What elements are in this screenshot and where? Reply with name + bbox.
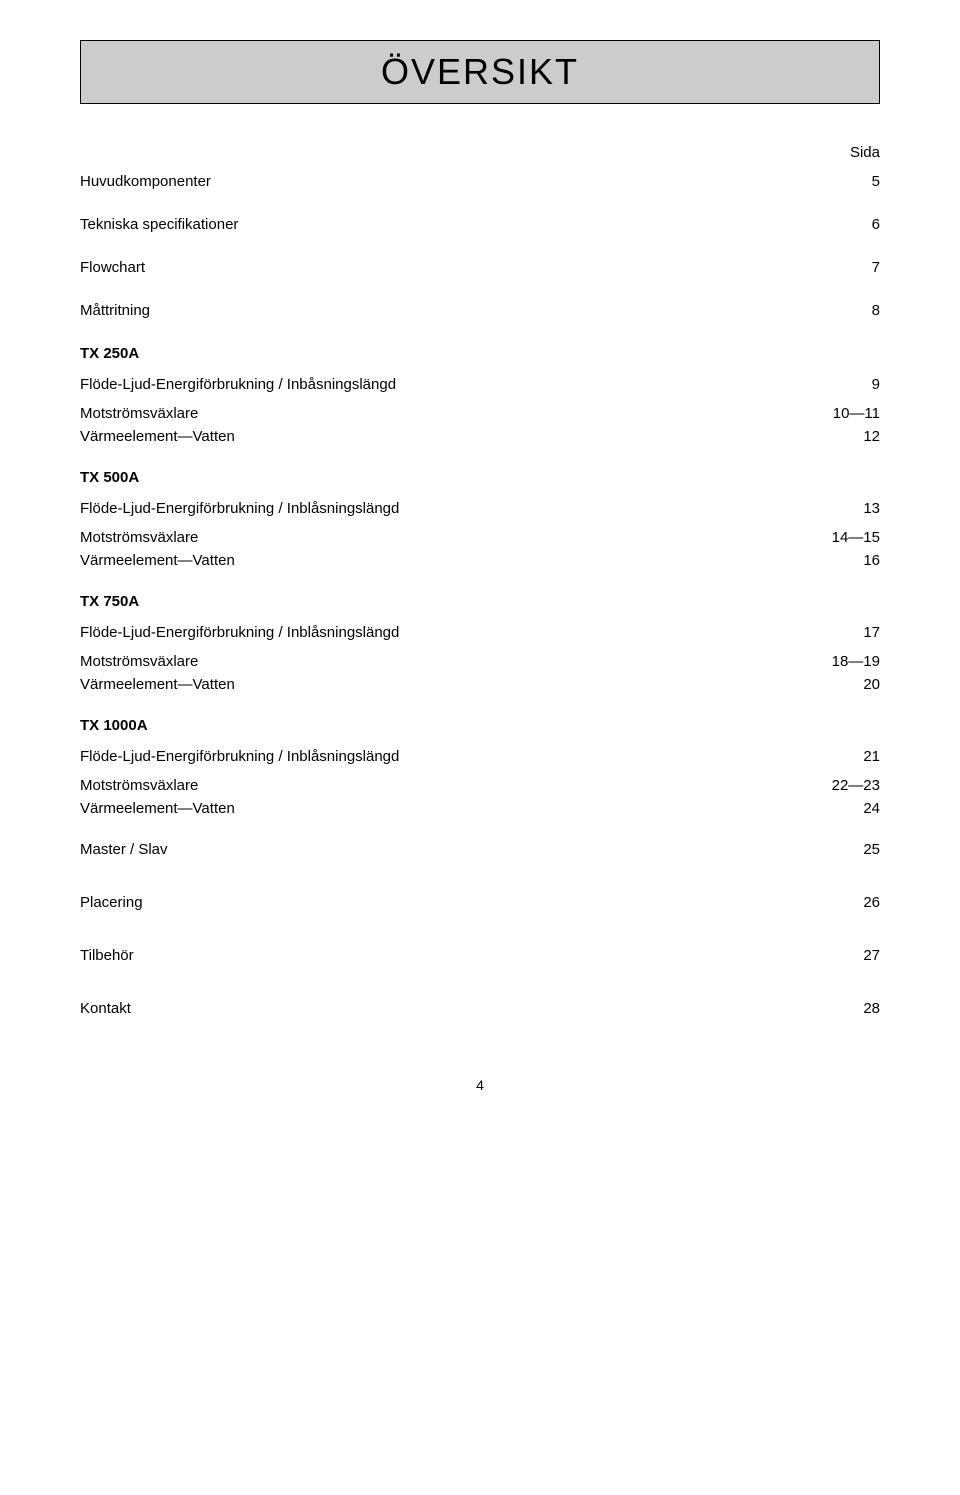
toc-label: Motströmsväxlare — [80, 529, 800, 546]
toc-row: Värmeelement—Vatten16 — [80, 552, 880, 569]
toc-label: Måttritning — [80, 302, 800, 319]
toc-section: TX 750A Flöde-Ljud-Energiförbrukning / In… — [80, 593, 880, 693]
toc-label: Motströmsväxlare — [80, 777, 800, 794]
toc-label: Tekniska specifikationer — [80, 216, 800, 233]
trailing-block: Master / Slav25 Placering26 Tilbehör27 Kont… — [80, 841, 880, 1017]
page-number: 4 — [80, 1077, 880, 1093]
toc-row: Motströmsväxlare22—23 — [80, 777, 880, 794]
toc-page: 22—23 — [800, 777, 880, 794]
toc-row: Flowchart7 — [80, 259, 880, 276]
toc-row: Master / Slav25 — [80, 841, 880, 858]
toc-row: Måttritning8 — [80, 302, 880, 319]
toc-row: Kontakt28 — [80, 1000, 880, 1017]
toc-page: 9 — [800, 376, 880, 393]
toc-page: 7 — [800, 259, 880, 276]
toc-page: 12 — [800, 428, 880, 445]
toc-label: Master / Slav — [80, 841, 800, 858]
toc-page: 13 — [800, 500, 880, 517]
section-heading: TX 250A — [80, 345, 880, 362]
toc-page: 27 — [800, 947, 880, 964]
toc-label: Värmeelement—Vatten — [80, 800, 800, 817]
toc-page: 17 — [800, 624, 880, 641]
toc-page: 20 — [800, 676, 880, 693]
toc-row: Värmeelement—Vatten24 — [80, 800, 880, 817]
toc-label: Motströmsväxlare — [80, 405, 800, 422]
toc-row: Värmeelement—Vatten12 — [80, 428, 880, 445]
sections-block: TX 250A Flöde-Ljud-Energiförbrukning / In… — [80, 345, 880, 817]
toc-row: Flöde-Ljud-Energiförbrukning / Inbåsning… — [80, 376, 880, 393]
page-title: ÖVERSIKT — [81, 51, 879, 93]
toc-label: Placering — [80, 894, 800, 911]
toc-label: Kontakt — [80, 1000, 800, 1017]
toc-label: Värmeelement—Vatten — [80, 676, 800, 693]
toc-page: 14—15 — [800, 529, 880, 546]
toc-label: Flöde-Ljud-Energiförbrukning / Inblåsnin… — [80, 748, 800, 765]
toc-row: Motströmsväxlare14—15 — [80, 529, 880, 546]
toc-label: Flöde-Ljud-Energiförbrukning / Inbåsning… — [80, 376, 800, 393]
toc-label: Flöde-Ljud-Energiförbrukning / Inblåsnin… — [80, 500, 800, 517]
toc-page: 28 — [800, 1000, 880, 1017]
intro-block: Huvudkomponenter5 Tekniska specifikatione… — [80, 173, 880, 319]
toc-label: Flöde-Ljud-Energiförbrukning / Inblåsnin… — [80, 624, 800, 641]
toc-page: 25 — [800, 841, 880, 858]
column-header-page: Sida — [800, 144, 880, 161]
toc-row: Huvudkomponenter5 — [80, 173, 880, 190]
toc-row: Flöde-Ljud-Energiförbrukning / Inblåsnin… — [80, 624, 880, 641]
toc-section: TX 250A Flöde-Ljud-Energiförbrukning / In… — [80, 345, 880, 445]
toc-page: 10—11 — [800, 405, 880, 422]
toc-page: 16 — [800, 552, 880, 569]
toc-page: 5 — [800, 173, 880, 190]
toc-label: Motströmsväxlare — [80, 653, 800, 670]
toc-page: 24 — [800, 800, 880, 817]
toc-page: 8 — [800, 302, 880, 319]
toc-row: Tilbehör27 — [80, 947, 880, 964]
toc-label: Huvudkomponenter — [80, 173, 800, 190]
toc-row: Flöde-Ljud-Energiförbrukning / Inblåsnin… — [80, 748, 880, 765]
toc-row: Motströmsväxlare18—19 — [80, 653, 880, 670]
section-heading: TX 750A — [80, 593, 880, 610]
toc-row: Placering26 — [80, 894, 880, 911]
title-box: ÖVERSIKT — [80, 40, 880, 104]
toc-label: Flowchart — [80, 259, 800, 276]
toc-row: Tekniska specifikationer6 — [80, 216, 880, 233]
toc-label: Värmeelement—Vatten — [80, 428, 800, 445]
toc-row: Motströmsväxlare10—11 — [80, 405, 880, 422]
toc-label: Tilbehör — [80, 947, 800, 964]
toc-label: Värmeelement—Vatten — [80, 552, 800, 569]
toc-section: TX 1000A Flöde-Ljud-Energiförbrukning / I… — [80, 717, 880, 817]
toc-row: Flöde-Ljud-Energiförbrukning / Inblåsnin… — [80, 500, 880, 517]
toc-page: 18—19 — [800, 653, 880, 670]
toc-page: 21 — [800, 748, 880, 765]
toc-page: 6 — [800, 216, 880, 233]
toc-page: 26 — [800, 894, 880, 911]
toc-section: TX 500A Flöde-Ljud-Energiförbrukning / In… — [80, 469, 880, 569]
column-header-row: Sida — [80, 144, 880, 161]
section-heading: TX 1000A — [80, 717, 880, 734]
section-heading: TX 500A — [80, 469, 880, 486]
toc-row: Värmeelement—Vatten20 — [80, 676, 880, 693]
